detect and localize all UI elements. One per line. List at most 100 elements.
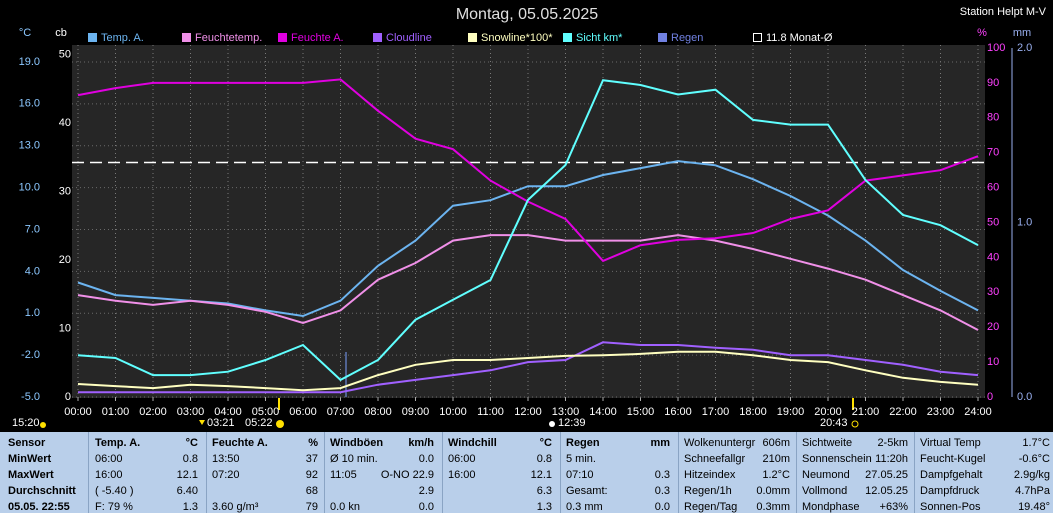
table-cell: Regen/1h xyxy=(684,485,732,497)
time-label: 20:43 xyxy=(820,417,848,429)
table-cell: 27.05.25 xyxy=(865,469,908,481)
x-tick-label: 16:00 xyxy=(664,406,692,418)
axis-unit: % xyxy=(977,27,987,39)
table-cell: 12.1 xyxy=(176,469,198,481)
y-tick-label: 50 xyxy=(59,49,71,61)
table-cell: Wolkenuntergr xyxy=(684,437,756,449)
table-cell: Sonnen-Pos xyxy=(920,501,981,513)
table-cell: +63% xyxy=(879,501,908,513)
legend-label: 11.8 Monat-Ø xyxy=(766,32,833,44)
chart-title: Montag, 05.05.2025 xyxy=(456,6,598,23)
x-tick-label: 19:00 xyxy=(777,406,805,418)
table-cell: 0.3 xyxy=(654,469,670,481)
y-tick-label: 0 xyxy=(987,391,993,403)
table-cell: 2.9g/kg xyxy=(1013,469,1050,481)
y-tick-label: 10.0 xyxy=(19,182,40,194)
table-cell: Virtual Temp xyxy=(920,437,981,449)
table-cell: 79 xyxy=(305,501,318,513)
table-cell: 07:20 xyxy=(212,469,240,481)
x-tick-label: 23:00 xyxy=(927,406,955,418)
table-cell: 37 xyxy=(305,453,318,465)
series-line xyxy=(78,341,979,394)
chart: Montag, 05.05.2025 Station Helpt M-V °C … xyxy=(12,6,1047,429)
table-cell: Mondphase xyxy=(802,501,860,513)
table-cell: Sensor xyxy=(8,437,46,449)
legend-label: Temp. A. xyxy=(101,32,144,44)
table-cell: 6.40 xyxy=(176,485,198,497)
axis-unit: °C xyxy=(19,27,31,39)
x-tick-label: 08:00 xyxy=(364,406,392,418)
y-tick-label: -5.0 xyxy=(21,391,40,403)
stats-table: Sensor MinWert MaxWert Durchschnitt 05.05. 2… xyxy=(0,432,1053,513)
column-divider xyxy=(678,432,679,513)
table-cell: 5 min. xyxy=(566,453,596,465)
column-divider xyxy=(796,432,797,513)
table-cell: 0.0mm xyxy=(756,485,790,497)
legend-swatch xyxy=(373,33,382,42)
y-tick-label: 10 xyxy=(987,356,999,368)
y-tick-label: 1.0 xyxy=(1017,216,1032,228)
table-cell: 606m xyxy=(762,437,790,449)
table-cell: km/h xyxy=(408,437,434,449)
y-tick-label: 0 xyxy=(65,391,71,403)
legend-label: Feuchtetemp. xyxy=(195,32,262,44)
series-line xyxy=(77,160,979,318)
sun-icon xyxy=(40,422,46,428)
table-cell: 0.3 xyxy=(654,485,670,497)
table-cell: MinWert xyxy=(8,453,52,465)
moon-icon xyxy=(199,420,205,425)
y-tick-label: 10 xyxy=(59,322,71,334)
table-cell: ( -5.40 ) xyxy=(95,485,134,497)
table-cell: Ø 10 min. xyxy=(330,453,378,465)
table-cell: mm xyxy=(650,437,670,449)
y-tick-label: 4.0 xyxy=(25,265,40,277)
table-cell: Feucht-Kugel xyxy=(920,453,986,465)
table-cell: Windchill xyxy=(448,437,497,449)
time-label: 12:39 xyxy=(558,417,586,429)
table-cell: Sichtweite xyxy=(802,437,853,449)
table-cell: 210m xyxy=(762,453,790,465)
y-tick-label: 2.0 xyxy=(1017,42,1032,54)
legend-swatch xyxy=(658,33,667,42)
table-cell: Durchschnitt xyxy=(8,485,76,497)
table-cell: Schneefallgr xyxy=(684,453,746,465)
table-cell: 0.0 kn xyxy=(330,501,360,513)
series-line xyxy=(77,350,979,392)
legend-label: Feuchte A. xyxy=(291,32,344,44)
y-tick-label: 30 xyxy=(987,286,999,298)
x-tick-label: 14:00 xyxy=(589,406,617,418)
table-cell: 05.05. 22:55 xyxy=(8,501,70,513)
x-tick-label: 04:00 xyxy=(214,406,242,418)
table-cell: Vollmond xyxy=(802,485,848,497)
table-cell: Windböen xyxy=(330,437,384,449)
time-label: 03:21 xyxy=(207,417,235,429)
y-tick-label: 13.0 xyxy=(19,140,40,152)
table-cell: 2.9 xyxy=(418,485,434,497)
x-tick-label: 17:00 xyxy=(702,406,730,418)
x-tick-label: 00:00 xyxy=(64,406,92,418)
x-tick-label: 20:00 xyxy=(814,406,842,418)
x-tick-label: 05:00 xyxy=(252,406,280,418)
table-cell: F: 79 % xyxy=(95,501,133,513)
table-cell: 1.2°C xyxy=(762,469,790,481)
y-tick-label: 40 xyxy=(59,117,71,129)
x-tick-label: 07:00 xyxy=(327,406,355,418)
table-cell: 1.3 xyxy=(536,501,552,513)
y-tick-label: 20 xyxy=(59,254,71,266)
x-tick-label: 03:00 xyxy=(177,406,205,418)
x-tick-label: 24:00 xyxy=(964,406,992,418)
column-divider xyxy=(88,432,89,513)
table-cell: 07:10 xyxy=(566,469,594,481)
table-cell: °C xyxy=(185,437,198,449)
series-line xyxy=(77,234,979,331)
table-cell: 0.0 xyxy=(654,501,670,513)
y-tick-label: 80 xyxy=(987,112,999,124)
station-name: Station Helpt M-V xyxy=(960,6,1047,18)
table-cell: Hitzeindex xyxy=(684,469,736,481)
table-cell: 0.0 xyxy=(418,453,434,465)
y-tick-label: 16.0 xyxy=(19,98,40,110)
table-cell: 6.3 xyxy=(536,485,552,497)
table-cell: 16:00 xyxy=(95,469,123,481)
axis-unit: cb xyxy=(55,27,67,39)
axis-unit: mm xyxy=(1013,27,1031,39)
